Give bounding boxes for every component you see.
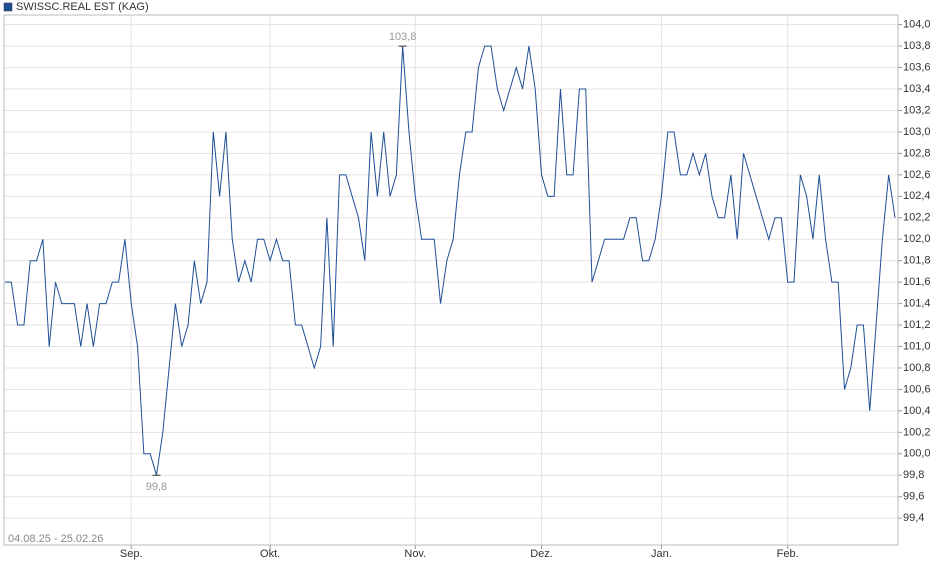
y-tick-label: 103,2: [903, 104, 931, 116]
min-label: 99,8: [146, 481, 167, 493]
legend-swatch: [3, 2, 13, 12]
max-label: 103,8: [389, 31, 417, 43]
x-tick-label: Sep.: [120, 548, 143, 560]
y-tick-label: 100,2: [903, 426, 931, 438]
y-tick-label: 101,6: [903, 276, 931, 288]
y-tick-label: 102,4: [903, 190, 931, 202]
x-tick-label: Nov.: [404, 548, 426, 560]
y-tick-label: 99,4: [903, 512, 924, 524]
y-tick-label: 102,8: [903, 147, 931, 159]
x-tick-label: Feb.: [777, 548, 799, 560]
x-tick-label: Okt.: [260, 548, 280, 560]
y-tick-label: 99,8: [903, 469, 924, 481]
y-tick-label: 101,4: [903, 298, 931, 310]
y-tick-label: 102,2: [903, 212, 931, 224]
plot-frame: [3, 14, 899, 546]
y-tick-label: 100,6: [903, 383, 931, 395]
y-tick-label: 103,6: [903, 61, 931, 73]
y-tick-label: 104,0: [903, 19, 931, 31]
price-line: [5, 45, 896, 476]
x-tick-label: Jan.: [651, 548, 672, 560]
y-tick-label: 100,8: [903, 362, 931, 374]
y-tick-label: 103,4: [903, 83, 931, 95]
y-tick-label: 100,4: [903, 405, 931, 417]
y-tick-label: 101,0: [903, 340, 931, 352]
y-tick-label: 102,6: [903, 169, 931, 181]
y-tick-label: 101,8: [903, 255, 931, 267]
y-tick-label: 103,0: [903, 126, 931, 138]
x-tick-label: Dez.: [530, 548, 553, 560]
y-tick-label: 99,6: [903, 491, 924, 503]
y-tick-label: 103,8: [903, 40, 931, 52]
date-range: 04.08.25 - 25.02.26: [8, 533, 103, 545]
y-tick-label: 102,0: [903, 233, 931, 245]
y-tick-label: 101,2: [903, 319, 931, 331]
y-tick-label: 100,0: [903, 448, 931, 460]
legend-label: SWISSC.REAL EST (KAG): [16, 1, 149, 13]
